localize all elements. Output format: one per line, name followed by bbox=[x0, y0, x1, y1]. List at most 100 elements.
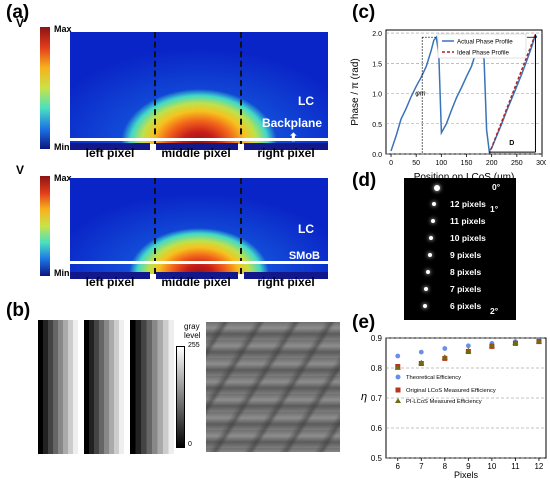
chart-e-ylabel: η bbox=[361, 391, 367, 403]
x-tick-label: 11 bbox=[511, 462, 520, 471]
legend-ideal: Ideal Phase Profile bbox=[457, 50, 509, 57]
lc-label-top: LC bbox=[298, 94, 314, 108]
diffraction-row-label: 12 pixels bbox=[450, 199, 486, 209]
y-tick-label: 0.9 bbox=[371, 334, 383, 343]
point-theoretical bbox=[395, 353, 401, 359]
diffraction-spot bbox=[434, 185, 440, 191]
point-pi bbox=[394, 364, 401, 370]
series-line-actual bbox=[390, 35, 538, 153]
panel-d-label: (d) bbox=[352, 170, 377, 191]
x-tick-label: 300 bbox=[536, 160, 546, 167]
gray-level-colorbar bbox=[176, 346, 185, 448]
pixel-label-left-top: left pixel bbox=[85, 146, 135, 160]
pixel-label-middle-bottom: middle pixel bbox=[161, 275, 231, 289]
gray-level-min: 0 bbox=[188, 441, 192, 448]
point-pi bbox=[418, 359, 425, 366]
legend-theoretical: Theoretical Efficiency bbox=[406, 375, 461, 381]
x-tick-label: 12 bbox=[534, 462, 543, 471]
angle-2-label: 2° bbox=[490, 306, 499, 316]
y-tick-label: 0.0 bbox=[372, 152, 382, 159]
diffraction-row-label: 7 pixels bbox=[450, 284, 482, 294]
diffraction-spot bbox=[430, 219, 435, 223]
smob-label: SMoB bbox=[288, 250, 320, 262]
panel-e-label: (e) bbox=[352, 312, 376, 333]
y-tick-label: 1.5 bbox=[372, 61, 382, 68]
diffraction-row-label: 11 pixels bbox=[450, 216, 486, 226]
pixel-bar-middle-bottom bbox=[156, 272, 238, 279]
diffraction-spot bbox=[427, 253, 432, 257]
diffraction-row-label: 10 pixels bbox=[450, 233, 486, 243]
point-pi bbox=[465, 347, 472, 354]
lc-simulation-bottom: LC SMoB bbox=[70, 178, 328, 274]
interference-image bbox=[206, 322, 340, 452]
y-tick-label: 2.0 bbox=[372, 31, 382, 38]
gray-level-title-2: level bbox=[184, 331, 201, 340]
legend-original: Original LCoS Measured Efficiency bbox=[406, 388, 496, 394]
x-tick-label: 100 bbox=[436, 160, 448, 167]
grayscale-patterns bbox=[38, 320, 174, 454]
legend-actual: Actual Phase Profile bbox=[457, 39, 513, 46]
panel-b-label: (b) bbox=[6, 300, 31, 321]
chart-c-legend: Actual Phase Profile Ideal Phase Profile bbox=[437, 33, 527, 59]
y-tick-label: 1.0 bbox=[372, 92, 382, 99]
diffraction-row-label: 9 pixels bbox=[450, 250, 482, 260]
x-tick-label: 50 bbox=[412, 160, 420, 167]
D-label: D bbox=[509, 140, 514, 147]
lc-simulation-top: LC Backplane ⬆ bbox=[70, 32, 328, 144]
y-tick-label: 0.5 bbox=[372, 122, 382, 129]
y-tick-label: 0.8 bbox=[371, 364, 383, 373]
x-tick-label: 9 bbox=[466, 462, 471, 471]
backplane-label: Backplane bbox=[261, 116, 322, 130]
point-pi bbox=[488, 342, 495, 348]
point-theoretical bbox=[418, 349, 424, 355]
x-tick-label: 8 bbox=[443, 462, 448, 471]
point-pi bbox=[535, 338, 542, 344]
gray-pattern-1 bbox=[38, 320, 78, 454]
colorbar-top bbox=[40, 27, 50, 149]
pixel-bar-middle-top bbox=[156, 143, 238, 150]
x-tick-label: 200 bbox=[486, 160, 498, 167]
pixel-bar-right-top bbox=[244, 143, 328, 150]
chart-e-legend: Theoretical Efficiency Original LCoS Mea… bbox=[395, 374, 496, 405]
pixel-label-right-top: right pixel bbox=[257, 146, 315, 160]
pixel-bar-left-bottom bbox=[70, 272, 150, 279]
panel-c-label: (c) bbox=[352, 2, 376, 23]
x-tick-label: 10 bbox=[487, 462, 496, 471]
point-pi bbox=[441, 354, 448, 360]
x-tick-label: 150 bbox=[461, 160, 473, 167]
colorbar-bottom-max: Max bbox=[54, 173, 72, 183]
y-tick-label: 0.5 bbox=[371, 454, 383, 463]
legend-pi: PI-LCoS Measured Efficiency bbox=[406, 399, 482, 405]
x-tick-label: 250 bbox=[511, 160, 523, 167]
point-theoretical bbox=[442, 346, 448, 351]
colorbar-top-unit: V bbox=[16, 16, 25, 30]
diffraction-spot bbox=[432, 202, 437, 206]
colorbar-bottom-unit: V bbox=[16, 163, 25, 177]
colorbar-bottom bbox=[40, 176, 50, 276]
phi-m-label: φm bbox=[415, 91, 426, 98]
diffraction-row-label: 8 pixels bbox=[450, 267, 482, 277]
pixel-bar-right-bottom bbox=[244, 272, 328, 279]
panel-a-label: (a) bbox=[6, 2, 30, 23]
diffraction-spot bbox=[424, 287, 429, 291]
pixel-label-right-bottom: right pixel bbox=[257, 275, 315, 289]
y-tick-label: 0.7 bbox=[371, 394, 383, 403]
point-theoretical bbox=[465, 343, 471, 349]
gray-level-max: 255 bbox=[188, 342, 200, 349]
diffraction-spot bbox=[426, 270, 430, 274]
x-tick-label: 6 bbox=[396, 462, 401, 471]
colorbar-top-max: Max bbox=[54, 24, 72, 34]
series-line-ideal bbox=[488, 33, 537, 155]
gray-level-title: gray level bbox=[184, 322, 200, 340]
diffraction-spot bbox=[429, 236, 434, 240]
pixel-label-middle-top: middle pixel bbox=[161, 146, 231, 160]
diffraction-image: 0° 12 pixels 11 pixels 10 pixels 9 pixels 8 p… bbox=[404, 178, 516, 320]
angle-1-label: 1° bbox=[490, 204, 499, 214]
gray-pattern-2 bbox=[84, 320, 124, 454]
chart-e-xlabel: Pixels bbox=[454, 470, 479, 480]
pixel-label-left-bottom: left pixel bbox=[85, 275, 135, 289]
lc-label-bottom: LC bbox=[298, 222, 314, 236]
x-tick-label: 7 bbox=[419, 462, 424, 471]
chart-c-ylabel: Phase / π (rad) bbox=[350, 58, 361, 125]
